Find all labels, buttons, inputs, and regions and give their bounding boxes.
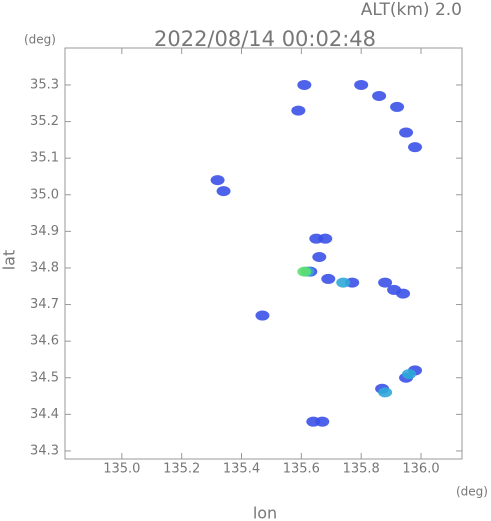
y-tick-label: 35.3 xyxy=(30,77,59,92)
y-tick-label: 34.8 xyxy=(30,260,59,275)
echo-cell xyxy=(378,387,393,398)
y-unit: (deg) xyxy=(24,33,56,47)
plot-frame xyxy=(64,47,463,460)
echo-cell xyxy=(408,142,423,153)
chart-title: 2022/08/14 00:02:48 xyxy=(154,27,376,51)
echo-cell xyxy=(402,369,417,380)
x-tick-label: 135.4 xyxy=(223,462,260,477)
echo-cell xyxy=(291,105,306,116)
echo-cell xyxy=(354,79,369,90)
y-tick-label: 34.6 xyxy=(30,334,59,349)
y-tick-label: 34.7 xyxy=(30,297,59,312)
x-tick-label: 135.8 xyxy=(343,462,380,477)
echo-cell xyxy=(297,266,312,277)
x-unit: (deg) xyxy=(456,485,488,499)
y-tick-label: 35.2 xyxy=(30,114,59,129)
echo-cell xyxy=(321,273,336,284)
echo-cell xyxy=(297,79,312,90)
x-tick-label: 135.0 xyxy=(103,462,140,477)
echo-cell xyxy=(255,310,270,321)
echo-cell xyxy=(210,175,225,186)
x-axis-label: lon xyxy=(253,504,277,521)
altitude-label: ALT(km) 2.0 xyxy=(361,0,462,20)
echo-cell xyxy=(399,127,414,138)
x-tick-label: 135.6 xyxy=(283,462,320,477)
echo-cell xyxy=(336,277,351,288)
y-tick-label: 35.0 xyxy=(30,187,59,202)
x-tick-label: 136.0 xyxy=(402,462,439,477)
y-axis-label: lat xyxy=(0,250,19,271)
y-tick-label: 34.5 xyxy=(30,370,59,385)
echo-cell xyxy=(372,90,387,101)
echo-cell xyxy=(315,416,330,427)
y-tick-label: 34.9 xyxy=(30,224,59,239)
echo-cell xyxy=(216,186,231,197)
x-tick-label: 135.2 xyxy=(163,462,200,477)
y-tick-label: 34.4 xyxy=(30,407,59,422)
y-tick-label: 34.3 xyxy=(30,443,59,458)
echo-cell xyxy=(378,277,393,288)
echo-cell xyxy=(312,251,327,262)
echo-cell xyxy=(390,101,405,112)
y-tick-label: 35.1 xyxy=(30,151,59,166)
echo-cell xyxy=(396,288,411,299)
echo-cell xyxy=(318,233,333,244)
